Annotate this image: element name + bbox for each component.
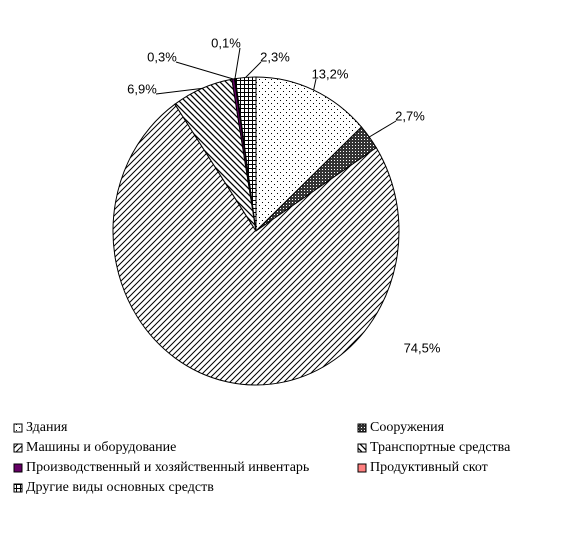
legend-label: Сооружения <box>370 420 445 435</box>
data-label: 2,7% <box>395 108 425 123</box>
data-label: 0,1% <box>211 35 241 50</box>
legend-swatch <box>357 423 367 433</box>
leader-line <box>369 120 397 138</box>
legend-swatch <box>13 423 23 433</box>
leader-line <box>313 78 317 91</box>
legend-swatch <box>357 443 367 453</box>
data-label: 74,5% <box>404 340 441 355</box>
legend-swatch <box>13 443 23 453</box>
legend-label: Здания <box>26 420 68 435</box>
legend-swatch <box>13 483 23 493</box>
pie-slice <box>255 76 363 233</box>
pie-slice <box>234 76 257 232</box>
legend-label: Транспортные средства <box>370 440 511 455</box>
legend-label: Машины и оборудование <box>26 440 176 455</box>
leader-line <box>234 47 241 79</box>
leader-line <box>175 61 234 80</box>
legend-label: Другие виды основных средств <box>26 480 214 495</box>
data-label: 6,9% <box>127 81 157 96</box>
legend-swatch <box>13 463 23 473</box>
leader-line <box>245 61 262 78</box>
legend-swatch <box>357 463 367 473</box>
data-label: 2,3% <box>260 49 290 64</box>
data-label: 13,2% <box>312 66 349 81</box>
legend-label: Продуктивный скот <box>370 460 488 475</box>
pie-slice <box>112 103 400 386</box>
legend-label: Производственный и хозяйственный инвента… <box>26 460 309 475</box>
data-label: 0,3% <box>147 49 177 64</box>
leader-line <box>155 87 203 95</box>
